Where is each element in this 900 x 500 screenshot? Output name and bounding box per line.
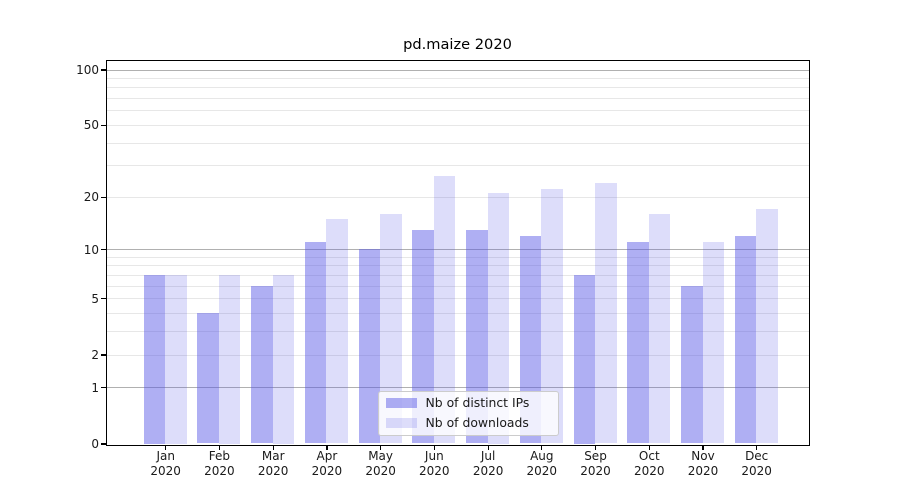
- minor-gridline-7: [106, 275, 809, 276]
- y-tick-label-100: 100: [76, 63, 99, 77]
- legend-swatch-distinct-ips: [385, 397, 417, 409]
- x-tick-mar: [272, 445, 274, 450]
- x-tick-oct: [648, 445, 650, 450]
- y-tick-5: [101, 298, 106, 300]
- bar-downloads-jul: [487, 193, 510, 444]
- y-tick-label-10: 10: [83, 242, 99, 257]
- minor-gridline-6: [106, 285, 809, 287]
- minor-gridline-2: [106, 354, 809, 356]
- x-tick-label-oct: Oct 2020: [634, 449, 665, 478]
- x-tick-label-sep: Sep 2020: [580, 449, 611, 478]
- x-tick-feb: [218, 445, 221, 450]
- x-tick-may: [380, 445, 382, 450]
- bar-downloads-nov: [702, 242, 724, 444]
- bar-distinct-ips-nov: [681, 285, 703, 444]
- bar-downloads-feb: [218, 275, 241, 444]
- x-tick-label-mar: Mar 2020: [257, 449, 289, 478]
- x-tick-label-jun: Jun 2020: [419, 449, 450, 478]
- minor-gridline-4: [106, 313, 809, 315]
- x-tick-aug: [541, 445, 543, 450]
- minor-gridline-60: [106, 110, 809, 112]
- bar-downloads-apr: [326, 218, 348, 444]
- y-tick-label-20: 20: [83, 190, 99, 205]
- x-tick-apr: [326, 445, 328, 450]
- y-tick-label-1: 1: [91, 380, 99, 395]
- x-tick-label-dec: Dec 2020: [741, 449, 772, 478]
- bar-downloads-jan: [165, 275, 187, 444]
- x-tick-label-may: May 2020: [365, 449, 396, 478]
- major-gridline-10: [106, 249, 809, 251]
- chart-title: pd.maize 2020: [403, 36, 512, 53]
- minor-gridline-3: [106, 331, 809, 333]
- bar-downloads-sep: [595, 182, 617, 444]
- minor-gridline-20: [106, 196, 809, 198]
- x-tick-label-jul: Jul 2020: [472, 449, 504, 478]
- x-tick-jan: [165, 445, 167, 450]
- legend-label-downloads: Nb of downloads: [425, 414, 529, 430]
- legend: Nb of distinct IPs Nb of downloads: [377, 390, 559, 436]
- y-tick-20: [101, 196, 106, 198]
- x-tick-dec: [756, 445, 758, 450]
- bar-downloads-aug: [541, 189, 563, 444]
- bar-downloads-may: [380, 213, 402, 444]
- minor-gridline-8: [106, 265, 809, 267]
- y-tick-0: [101, 443, 106, 445]
- minor-gridline-80: [106, 87, 809, 89]
- y-tick-label-0: 0: [91, 437, 99, 451]
- x-tick-label-aug: Aug 2020: [526, 449, 558, 478]
- bar-distinct-ips-may: [358, 249, 381, 444]
- bar-distinct-ips-jul: [466, 229, 488, 444]
- y-tick-100: [101, 69, 106, 71]
- minor-gridline-9: [106, 256, 809, 258]
- y-tick-1: [101, 387, 106, 389]
- bar-distinct-ips-apr: [304, 242, 327, 444]
- y-tick-2: [101, 354, 106, 356]
- y-tick-label-2: 2: [91, 348, 99, 362]
- y-tick-10: [101, 249, 106, 251]
- bar-distinct-ips-sep: [573, 275, 595, 444]
- minor-gridline-90: [106, 77, 809, 79]
- x-tick-nov: [702, 445, 704, 450]
- legend-label-distinct-ips: Nb of distinct IPs: [425, 394, 530, 410]
- y-tick-50: [101, 124, 106, 127]
- legend-swatch-downloads: [385, 417, 417, 429]
- legend-item-distinct-ips: Nb of distinct IPs: [385, 394, 558, 410]
- major-gridline-100: [106, 69, 809, 71]
- bar-downloads-oct: [648, 213, 671, 444]
- bar-distinct-ips-feb: [197, 313, 219, 444]
- major-gridline-1: [106, 387, 809, 389]
- x-tick-jul: [487, 445, 489, 450]
- bar-downloads-dec: [756, 209, 778, 444]
- minor-gridline-40: [106, 142, 809, 144]
- x-tick-sep: [594, 445, 597, 450]
- minor-gridline-70: [106, 98, 809, 100]
- minor-gridline-30: [106, 165, 809, 167]
- bar-distinct-ips-jun: [412, 229, 434, 444]
- bar-distinct-ips-dec: [734, 235, 757, 444]
- y-tick-label-50: 50: [83, 118, 99, 133]
- minor-gridline-5: [106, 298, 809, 300]
- x-tick-label-apr: Apr 2020: [311, 449, 343, 478]
- bar-downloads-mar: [272, 275, 295, 444]
- minor-gridline-50: [106, 124, 809, 126]
- x-tick-label-jan: Jan 2020: [150, 449, 181, 478]
- bar-downloads-jun: [433, 176, 456, 444]
- plot-area: Nb of distinct IPs Nb of downloads: [105, 59, 810, 446]
- x-tick-jun: [433, 445, 435, 450]
- bar-distinct-ips-oct: [627, 242, 649, 444]
- legend-item-downloads: Nb of downloads: [385, 414, 558, 430]
- bar-distinct-ips-jan: [143, 275, 166, 444]
- y-tick-label-5: 5: [91, 291, 99, 306]
- x-tick-label-feb: Feb 2020: [204, 449, 235, 478]
- x-tick-label-nov: Nov 2020: [687, 449, 719, 478]
- bar-distinct-ips-mar: [251, 285, 273, 444]
